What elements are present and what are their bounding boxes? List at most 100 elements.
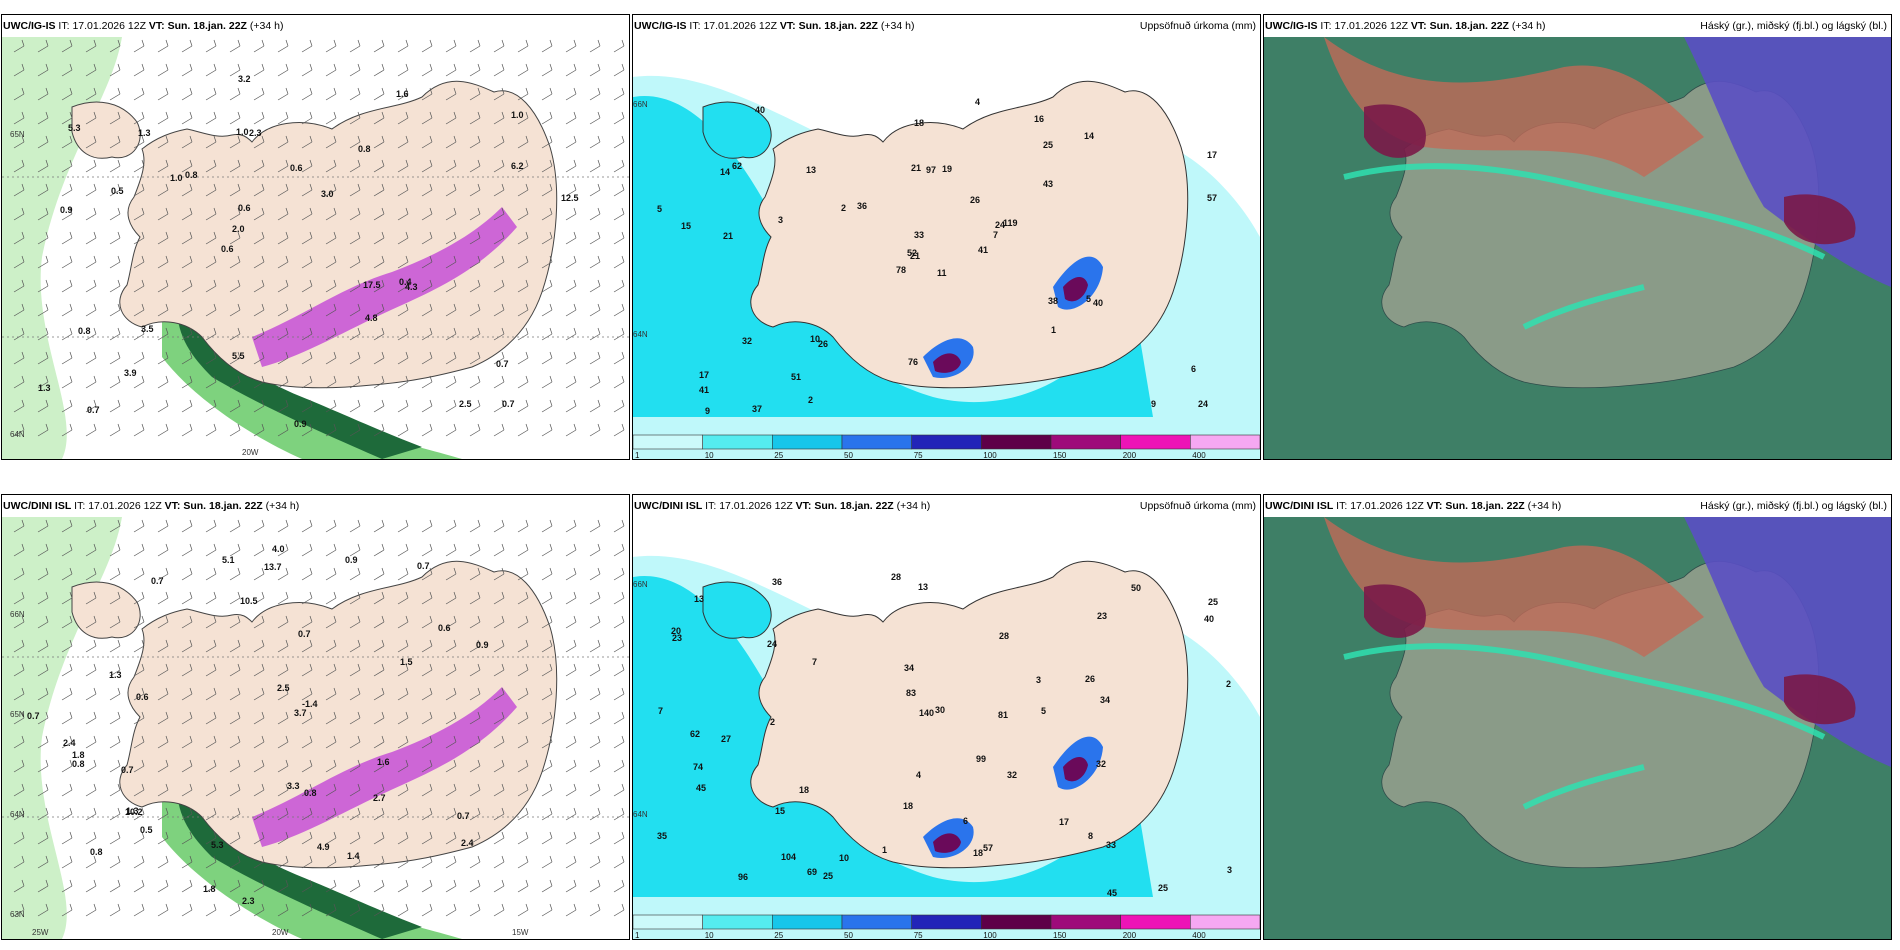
wind-barb <box>205 735 217 749</box>
wind-map[interactable]: 66N 65N 64N 63N 25W 20W 15W 0.8 0.7 0.7 0.6 0.8 0.6 0… <box>2 517 629 939</box>
wind-barb <box>493 831 505 845</box>
wind-barb <box>13 639 25 653</box>
wind-barb <box>61 207 73 221</box>
wind-barb <box>445 111 457 125</box>
wind-barb <box>205 855 217 869</box>
wind-barb <box>445 831 457 845</box>
wind-barb <box>301 39 313 53</box>
wind-barb <box>277 735 289 749</box>
wind-barb <box>301 591 313 605</box>
model-name: UWC/IG-IS <box>3 20 56 32</box>
wind-barb <box>469 903 481 917</box>
wind-barb <box>613 903 625 917</box>
wind-barb <box>301 831 313 845</box>
precip-value-label: 2.5 <box>459 399 472 409</box>
wind-barb <box>613 231 625 245</box>
precip-value-label: 96 <box>738 872 748 882</box>
wind-barb <box>13 159 25 173</box>
wind-barb <box>109 111 121 125</box>
wind-barb <box>589 39 601 53</box>
wind-barb <box>493 687 505 701</box>
precip-value-label: 81 <box>998 710 1008 720</box>
wind-barb <box>109 783 121 797</box>
wind-barb <box>325 399 337 413</box>
wind-barb <box>541 639 553 653</box>
wind-barb <box>109 87 121 101</box>
precip-value-label: -1.4 <box>302 699 318 709</box>
precip-map[interactable]: 66N 64N 11 14 21 17 24 26 16 19 25 41 40 24 21 17 78 43 37… <box>633 37 1260 459</box>
wind-barb <box>229 255 241 269</box>
wind-barb <box>253 303 265 317</box>
wind-barb <box>469 87 481 101</box>
legend-swatch <box>772 434 843 450</box>
wind-barb <box>85 39 97 53</box>
wind-barb <box>205 207 217 221</box>
wind-barb <box>37 711 49 725</box>
iceland-land <box>119 80 558 389</box>
wind-barb <box>397 687 409 701</box>
wind-barb <box>613 111 625 125</box>
wind-barb <box>61 135 73 149</box>
precip-map[interactable]: 66N 64N 7 13 26 25 20 25 27 28 34 50 30 32 28 23 24 15 57 6… <box>633 517 1260 939</box>
wind-barb <box>373 639 385 653</box>
wind-barb <box>37 159 49 173</box>
precip-value-label: 1.3 <box>138 128 151 138</box>
cloud-map[interactable] <box>1264 37 1891 459</box>
wind-barb <box>109 663 121 677</box>
wind-barb <box>61 783 73 797</box>
wind-barb <box>613 39 625 53</box>
valid-label: VT: <box>148 20 165 32</box>
lat-label: 64N <box>633 330 648 339</box>
wind-barb <box>397 159 409 173</box>
wind-map-canvas: 66N 65N 64N 63N 25W 20W 15W 0.8 0.7 0.7 0.6 0.8 0.6 0… <box>2 517 629 939</box>
wind-barb <box>301 159 313 173</box>
wind-barb <box>301 855 313 869</box>
wind-barb <box>517 159 529 173</box>
lat-label: 66N <box>10 610 25 619</box>
wind-barb <box>469 783 481 797</box>
wind-barb <box>61 639 73 653</box>
precip-value-label: 5.1 <box>222 555 235 565</box>
wind-barb <box>181 423 193 437</box>
wind-barb <box>517 903 529 917</box>
wind-barb <box>589 783 601 797</box>
wind-barb <box>229 423 241 437</box>
precip-value-label: 21 <box>723 231 733 241</box>
valid-time: Sun. 18.jan. 22Z <box>167 20 247 32</box>
light-green-area <box>2 37 122 459</box>
cloud-map[interactable] <box>1264 517 1891 939</box>
wind-barb <box>373 375 385 389</box>
wind-barb <box>541 735 553 749</box>
wind-barb <box>541 759 553 773</box>
legend-swatch <box>911 914 982 930</box>
wind-barb <box>85 855 97 869</box>
precip-value-label: 0.7 <box>298 629 311 639</box>
wind-barb <box>157 39 169 53</box>
wind-barb <box>517 231 529 245</box>
wind-barb <box>205 687 217 701</box>
wind-barb <box>181 879 193 893</box>
wind-barb <box>61 39 73 53</box>
wind-barb <box>229 567 241 581</box>
wind-barb <box>589 231 601 245</box>
wind-barb <box>277 87 289 101</box>
wind-barb <box>157 351 169 365</box>
wind-barb <box>157 567 169 581</box>
precip-value-label: 4 <box>916 770 921 780</box>
wind-barb <box>277 615 289 629</box>
wind-barb <box>469 567 481 581</box>
precip-value-label: 2 <box>841 203 846 213</box>
precip-value-label: 104 <box>781 852 796 862</box>
wind-barb <box>421 591 433 605</box>
wind-barb <box>205 183 217 197</box>
wind-barb <box>565 87 577 101</box>
wind-barb <box>493 279 505 293</box>
light-green-area <box>2 517 122 939</box>
wind-barb <box>61 87 73 101</box>
legend-canvas: 1 10 25 50 75 100 150 200 400 <box>633 434 1260 459</box>
wind-barb <box>277 135 289 149</box>
wind-barb <box>565 615 577 629</box>
wind-barb <box>397 87 409 101</box>
wind-barb <box>589 855 601 869</box>
wind-map[interactable]: 65N64N20W15W0.70.91.00.60.80.71.00.60.80… <box>2 37 629 459</box>
